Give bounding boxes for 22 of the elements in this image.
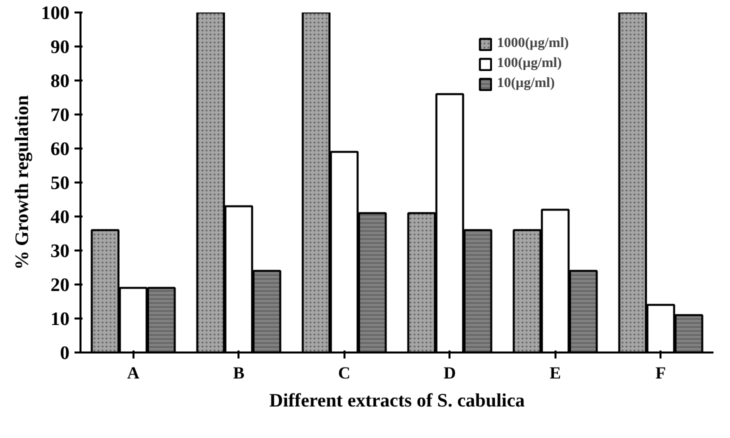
y-tick-label: 70 [50,105,70,126]
legend-label: 1000(µg/ml) [497,36,569,52]
y-tick-label: 30 [50,241,70,262]
x-tick-label: B [233,364,244,382]
y-tick-label: 60 [50,139,70,160]
y-tick-label: 10 [50,309,70,330]
x-tick-label: C [338,364,350,382]
x-axis-title: Different extracts of S. cabulica [269,390,526,412]
x-tick-label: F [656,364,666,382]
y-tick-label: 20 [50,275,70,296]
x-tick-label: D [444,364,456,382]
x-tick-label: E [550,364,561,382]
y-tick-label: 40 [50,207,70,228]
y-axis-title: % Growth regulation [12,94,33,270]
y-tick-label: 0 [60,343,70,364]
legend-label: 10(µg/ml) [497,76,555,92]
y-tick-label: 100 [41,3,70,24]
x-tick-label: A [127,364,140,382]
y-tick-label: 50 [50,173,70,194]
y-tick-label: 90 [50,37,70,58]
legend-label: 100(µg/ml) [497,56,562,72]
y-tick-label: 80 [50,71,70,92]
